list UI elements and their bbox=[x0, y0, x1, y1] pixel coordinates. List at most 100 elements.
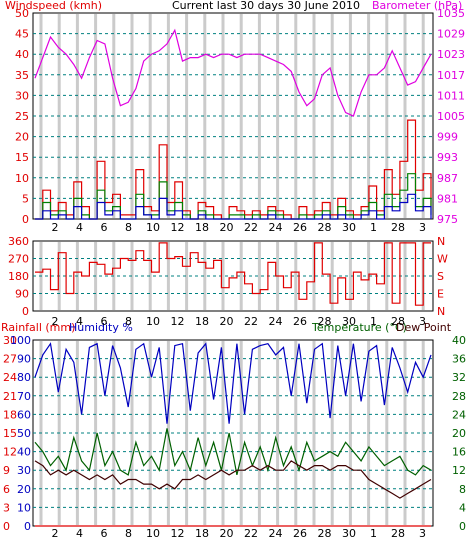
humidity-tick-3: 70 bbox=[17, 390, 31, 403]
temperature-tick-6: 16 bbox=[452, 446, 466, 459]
barometer-tick-5: 1005 bbox=[437, 110, 465, 123]
x-tick-1-4: 10 bbox=[146, 315, 160, 328]
panel-wind-pressure: Windspeed (kmh) Current last 30 days 30 … bbox=[5, 0, 465, 226]
vertical-grid-bar-1-6 bbox=[148, 14, 152, 218]
x-tick-0-1: 4 bbox=[76, 221, 83, 234]
x-tick-1-6: 18 bbox=[195, 315, 209, 328]
x-tick-2-7: 20 bbox=[220, 527, 234, 540]
x-tick-2-5: 12 bbox=[171, 527, 185, 540]
humidity-tick-1: 90 bbox=[17, 353, 31, 366]
vertical-grid-bar-1-17 bbox=[348, 14, 352, 218]
x-tick-2-4: 10 bbox=[146, 527, 160, 540]
panel-3-ticks: 3027242118151296301009080706050403020100… bbox=[3, 334, 466, 533]
barometer-tick-7: 993 bbox=[437, 151, 458, 164]
direction-tick-3: 90 bbox=[15, 288, 29, 301]
windspeed-tick-8: 10 bbox=[15, 172, 29, 185]
windspeed-tick-6: 20 bbox=[15, 131, 29, 144]
vertical-grid-bar-1-12 bbox=[257, 14, 261, 218]
rain-tick-0: 30 bbox=[3, 334, 17, 347]
rain-tick-1: 27 bbox=[3, 353, 17, 366]
windspeed-tick-5: 25 bbox=[15, 110, 29, 123]
x-tick-1-7: 20 bbox=[220, 315, 234, 328]
vertical-grid-bar-2-6 bbox=[148, 242, 152, 310]
vertical-grid-bar-1-18 bbox=[367, 14, 371, 218]
dew-point-line bbox=[34, 460, 432, 499]
x-tick-0-12: 30 bbox=[342, 221, 356, 234]
x-tick-0-11: 28 bbox=[318, 221, 332, 234]
windspeed-tick-7: 15 bbox=[15, 151, 29, 164]
temperature-tick-8: 8 bbox=[459, 483, 466, 496]
panel-3-left-label-2: Humidity % bbox=[69, 321, 133, 334]
compass-tick-2: S bbox=[437, 270, 444, 283]
barometer-tick-3: 1017 bbox=[437, 69, 465, 82]
direction-tick-1: 270 bbox=[8, 253, 29, 266]
humidity-tick-7: 30 bbox=[17, 464, 31, 477]
x-tick-1-12: 30 bbox=[342, 315, 356, 328]
x-tick-1-13: 1 bbox=[370, 315, 377, 328]
temperature-tick-2: 32 bbox=[452, 371, 466, 384]
x-tick-1-9: 24 bbox=[269, 315, 283, 328]
temperature-line bbox=[34, 428, 432, 476]
wind-average-line bbox=[35, 193, 432, 220]
x-tick-2-0: 2 bbox=[52, 527, 59, 540]
vertical-grid-bar-2-16 bbox=[330, 242, 334, 310]
vertical-grid-bar-3-9 bbox=[203, 341, 207, 525]
x-tick-0-4: 10 bbox=[146, 221, 160, 234]
humidity-tick-0: 100 bbox=[10, 334, 31, 347]
humidity-tick-9: 10 bbox=[17, 501, 31, 514]
x-tick-1-3: 8 bbox=[125, 315, 132, 328]
rain-tick-2: 24 bbox=[3, 371, 17, 384]
panel-1-left-label: Windspeed (kmh) bbox=[5, 0, 102, 12]
temperature-tick-0: 40 bbox=[452, 334, 466, 347]
compass-tick-0: N bbox=[437, 235, 445, 248]
barometer-tick-6: 999 bbox=[437, 131, 458, 144]
barometer-tick-0: 1035 bbox=[437, 7, 465, 20]
direction-tick-4: 0 bbox=[22, 305, 29, 318]
direction-tick-2: 180 bbox=[8, 270, 29, 283]
humidity-tick-8: 20 bbox=[17, 483, 31, 496]
vertical-grid-bar-1-9 bbox=[203, 14, 207, 218]
vertical-grid-bar-3-17 bbox=[348, 341, 352, 525]
rain-tick-5: 15 bbox=[3, 427, 17, 440]
vertical-grid-bar-2-10 bbox=[221, 242, 225, 310]
vertical-grid-bar-3-8 bbox=[185, 341, 189, 525]
x-tick-2-11: 28 bbox=[318, 527, 332, 540]
chart-title: Current last 30 days 30 June 2010 bbox=[172, 0, 360, 12]
barometer-tick-9: 981 bbox=[437, 192, 458, 205]
vertical-grid-bar-3-14 bbox=[294, 341, 298, 525]
vertical-grid-bar-1-10 bbox=[221, 14, 225, 218]
barometer-tick-10: 975 bbox=[437, 213, 458, 226]
wind-speed-line bbox=[35, 173, 432, 220]
humidity-line bbox=[34, 342, 432, 424]
x-tick-0-5: 12 bbox=[171, 221, 185, 234]
compass-tick-4: N bbox=[437, 305, 445, 318]
x-tick-2-1: 4 bbox=[76, 527, 83, 540]
temperature-tick-9: 4 bbox=[459, 501, 466, 514]
panel-1-grid bbox=[33, 14, 433, 218]
vertical-grid-bar-3-13 bbox=[276, 341, 280, 525]
vertical-grid-bar-3-11 bbox=[239, 341, 243, 525]
windspeed-tick-10: 0 bbox=[22, 213, 29, 226]
temperature-tick-10: 0 bbox=[459, 520, 466, 533]
vertical-grid-bar-1-16 bbox=[330, 14, 334, 218]
x-tick-0-7: 20 bbox=[220, 221, 234, 234]
vertical-grid-bar-1-11 bbox=[239, 14, 243, 218]
panel-3-series bbox=[34, 342, 432, 527]
vertical-grid-bar-2-12 bbox=[257, 242, 261, 310]
vertical-grid-bar-3-19 bbox=[385, 341, 389, 525]
x-tick-2-12: 30 bbox=[342, 527, 356, 540]
humidity-tick-10: 0 bbox=[24, 520, 31, 533]
rain-tick-6: 12 bbox=[3, 446, 17, 459]
barometer-tick-4: 1011 bbox=[437, 89, 465, 102]
x-axis-ticks: 2 4 6 8 10 12 18 20 22 24 26 28 30 1 28 32 4 6 8 10 12 18 20 22… bbox=[52, 221, 427, 540]
x-tick-1-10: 26 bbox=[293, 315, 307, 328]
windspeed-tick-4: 30 bbox=[15, 89, 29, 102]
x-tick-0-3: 8 bbox=[125, 221, 132, 234]
panel-3-right-label-2: Dew Point bbox=[396, 321, 452, 334]
vertical-grid-bar-1-14 bbox=[294, 14, 298, 218]
humidity-tick-5: 50 bbox=[17, 427, 31, 440]
x-tick-2-15: 3 bbox=[419, 527, 426, 540]
panel-rain-humidity-temp: Rainfall (mm) Humidity % Temperature (°C… bbox=[1, 321, 466, 533]
x-tick-2-8: 22 bbox=[244, 527, 258, 540]
